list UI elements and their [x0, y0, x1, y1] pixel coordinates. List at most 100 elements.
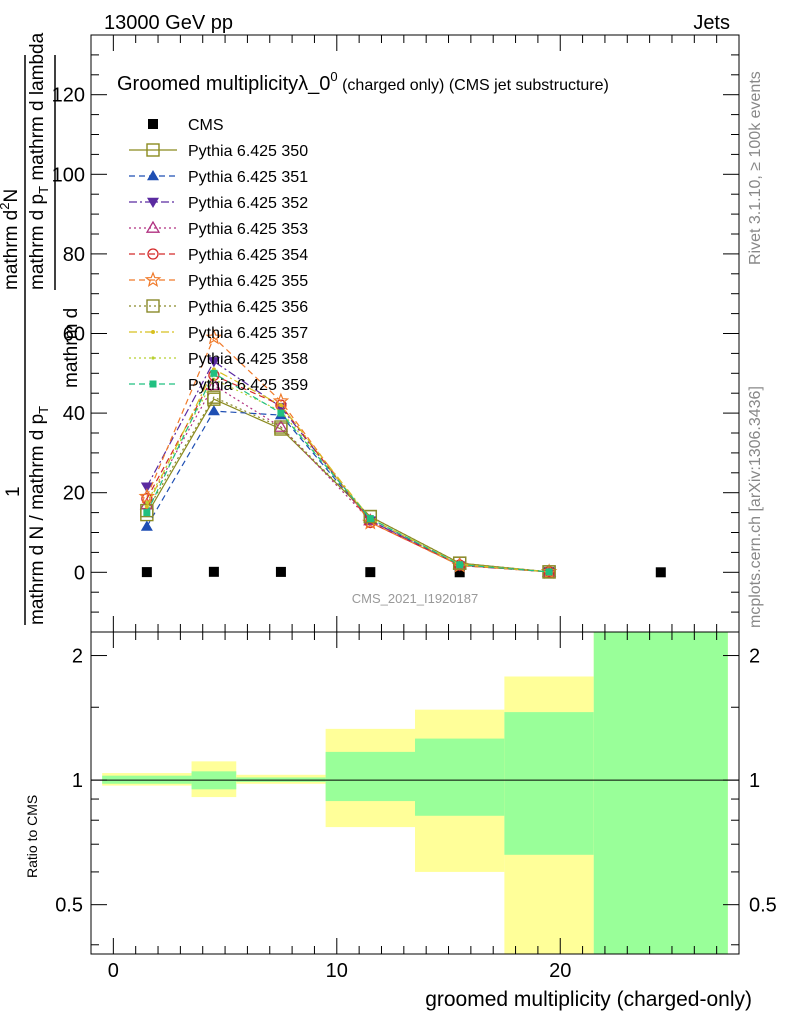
series-5	[141, 369, 555, 578]
header-left: 13000 GeV pp	[104, 12, 233, 34]
data-point	[212, 377, 216, 381]
series-10	[143, 369, 553, 576]
watermark: CMS_2021_I1920187	[352, 591, 479, 606]
data-point	[205, 328, 223, 345]
y-tick-label: 80	[63, 244, 85, 266]
data-point	[366, 515, 374, 523]
y-tick-label: 0	[74, 562, 85, 584]
data-point	[208, 566, 219, 577]
data-point	[138, 488, 156, 504]
legend-label: Pythia 6.425 357	[188, 325, 308, 342]
data-point	[456, 561, 464, 569]
ratio-y-tick-label-right: 1	[749, 770, 760, 792]
data-point	[207, 390, 221, 404]
y-tick-label: 40	[63, 403, 85, 425]
ratio-y-tick-label: 2	[72, 646, 83, 668]
ratio-bands	[102, 632, 728, 954]
ratio-band-green	[325, 751, 415, 802]
series-9	[145, 377, 551, 574]
main-ticks: 0 20 40 60 80 100 120	[52, 35, 740, 632]
y-tick-label: 60	[63, 324, 85, 346]
legend-label: Pythia 6.425 358	[188, 351, 308, 368]
plot-title: Groomed multiplicityλ_00 (charged only) …	[117, 69, 609, 95]
series-line	[146, 384, 550, 573]
legend-label: Pythia 6.425 359	[188, 377, 308, 394]
ylabel-frac-num: 1	[3, 486, 24, 497]
legend-item: Pythia 6.425 358	[129, 351, 308, 368]
data-point	[543, 566, 555, 578]
ratio-y-tick-label-right: 2	[749, 646, 760, 668]
ylabel-mid: mathrm d	[61, 308, 82, 388]
data-point	[207, 405, 220, 416]
data-point	[274, 420, 288, 434]
legend-item: Pythia 6.425 353	[129, 220, 308, 238]
data-point	[144, 504, 149, 509]
data-point	[275, 566, 286, 577]
data-point	[210, 369, 218, 377]
y-tick-label: 100	[52, 164, 85, 186]
series-line	[146, 398, 550, 573]
legend-item: Pythia 6.425 357	[129, 325, 308, 342]
legend-marker	[146, 143, 160, 157]
legend-marker	[147, 248, 159, 260]
legend-label: Pythia 6.425 354	[188, 247, 308, 264]
data-point	[141, 567, 152, 578]
data-point	[140, 503, 154, 518]
legend-marker	[145, 220, 161, 233]
series-1	[140, 392, 556, 579]
y-tick-label: 120	[52, 85, 85, 107]
legend-item: Pythia 6.425 359	[129, 377, 308, 394]
legend-item: CMS	[148, 117, 224, 134]
ratio-band-green	[504, 712, 594, 855]
ylabel-frac-den: mathrm d N / mathrm d pT	[27, 406, 51, 625]
data-point	[277, 409, 285, 417]
data-point	[365, 567, 376, 578]
ylabel-main-num: mathrm d2N	[0, 189, 22, 290]
legend-marker	[151, 356, 155, 360]
data-point	[140, 482, 153, 493]
legend-marker	[147, 170, 159, 181]
series-layer	[138, 328, 666, 579]
ylabel-main: 1 mathrm d N / mathrm d pT mathrm d2N ma…	[0, 32, 82, 625]
ratio-y-tick-label: 1	[72, 770, 83, 792]
ylabel-ratio: Ratio to CMS	[24, 795, 40, 878]
series-7	[140, 390, 556, 579]
series-8	[144, 367, 552, 574]
legend-marker	[149, 380, 157, 388]
legend: CMS Pythia 6.425 350 Pythia 6.425 351 Pythi…	[129, 117, 308, 394]
legend-item: Pythia 6.425 355	[129, 271, 308, 290]
data-point	[206, 377, 222, 391]
legend-label: Pythia 6.425 353	[188, 221, 308, 238]
legend-label: Pythia 6.425 351	[188, 169, 308, 186]
mcplots-label: mcplots.cern.ch [arXiv:1306.3436]	[747, 386, 764, 628]
series-line	[146, 368, 550, 573]
series-0	[141, 566, 666, 578]
legend-marker	[144, 271, 162, 288]
legend-marker	[151, 330, 155, 334]
series-line	[146, 372, 550, 573]
legend-marker	[148, 119, 158, 129]
legend-item: Pythia 6.425 350	[129, 143, 308, 160]
data-point	[362, 513, 379, 530]
data-point	[655, 567, 666, 578]
legend-item: Pythia 6.425 351	[129, 169, 308, 186]
ylabel-main-den: mathrm d pT mathrm d lambda	[27, 32, 51, 290]
legend-item: Pythia 6.425 356	[129, 299, 308, 316]
ratio-band-green	[415, 738, 505, 816]
series-4	[139, 377, 557, 577]
series-line	[146, 396, 550, 573]
data-point	[145, 501, 149, 505]
series-line	[146, 374, 550, 573]
plot-title-sub: (charged only) (CMS jet substructure)	[338, 77, 609, 94]
header-right: Jets	[693, 12, 730, 34]
y-tick-label: 20	[63, 483, 85, 505]
data-point	[278, 403, 283, 408]
ratio-y-tick-label: 0.5	[55, 895, 83, 917]
data-point	[139, 497, 154, 510]
legend-marker	[146, 299, 160, 313]
legend-label: Pythia 6.425 352	[188, 195, 308, 212]
legend-label: CMS	[188, 117, 224, 134]
data-point	[454, 567, 465, 578]
legend-item: Pythia 6.425 354	[129, 247, 308, 264]
